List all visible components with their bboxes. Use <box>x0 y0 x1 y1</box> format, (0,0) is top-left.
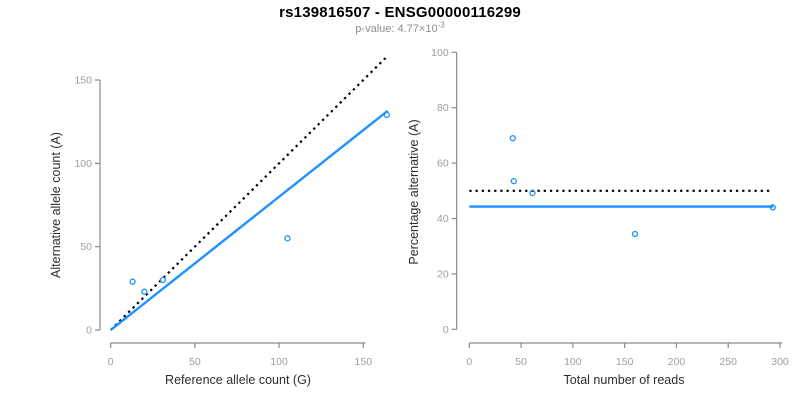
data-point <box>129 278 136 285</box>
y-tick-label: 40 <box>437 213 449 225</box>
x-tick-label: 200 <box>668 356 686 368</box>
plot-header: rs139816507 - ENSG00000116299 p-value: 4… <box>0 0 800 35</box>
y-axis-label: Alternative allele count (A) <box>49 132 63 278</box>
x-tick-label: 0 <box>108 356 114 368</box>
y-axis-label: Percentage alternative (A) <box>407 119 421 264</box>
data-point <box>383 111 391 119</box>
x-axis-label: Total number of reads <box>564 373 685 387</box>
y-tick-label: 0 <box>443 324 449 336</box>
data-point <box>141 288 148 295</box>
data-point <box>284 235 291 242</box>
x-tick-label: 150 <box>355 356 373 368</box>
x-tick-label: 50 <box>189 356 201 368</box>
identity-line <box>109 55 388 331</box>
p-value-text: p-value: 4.77×10 <box>355 23 438 35</box>
plot-title: rs139816507 - ENSG00000116299 <box>279 4 521 21</box>
y-tick-label: 0 <box>86 325 92 337</box>
data-point <box>769 204 776 211</box>
x-tick-label: 100 <box>270 356 288 368</box>
data-point <box>510 177 517 185</box>
y-tick-label: 20 <box>437 268 449 280</box>
x-tick-label: 250 <box>719 356 737 368</box>
x-tick-label: 300 <box>771 356 789 368</box>
x-tick-label: 0 <box>466 356 472 368</box>
ref-vs-alt-panel: 0 50 100 150 0 50 100 150 Reference allele count… <box>49 55 391 387</box>
data-point <box>509 135 516 142</box>
fit-line <box>109 109 389 331</box>
y-tick-label: 60 <box>437 158 449 170</box>
x-axis-label: Reference allele count (G) <box>165 373 311 387</box>
y-tick-label: 100 <box>431 47 449 59</box>
y-tick-label: 50 <box>80 241 92 253</box>
data-point <box>159 276 167 284</box>
data-point <box>631 230 639 238</box>
pct-vs-total-panel: 0 20 40 60 80 100 0 50 100 150 200 250 300 Total numb… <box>407 47 789 387</box>
y-tick-label: 80 <box>437 102 449 114</box>
x-tick-label: 100 <box>564 356 582 368</box>
y-tick-label: 150 <box>74 74 92 86</box>
data-point <box>529 189 536 197</box>
x-tick-label: 150 <box>616 356 634 368</box>
x-tick-label: 50 <box>515 356 527 368</box>
p-value-exponent: -3 <box>437 20 445 30</box>
plot-subtitle: p-value: 4.77×10-3 <box>0 20 800 35</box>
y-tick-label: 100 <box>74 158 92 170</box>
